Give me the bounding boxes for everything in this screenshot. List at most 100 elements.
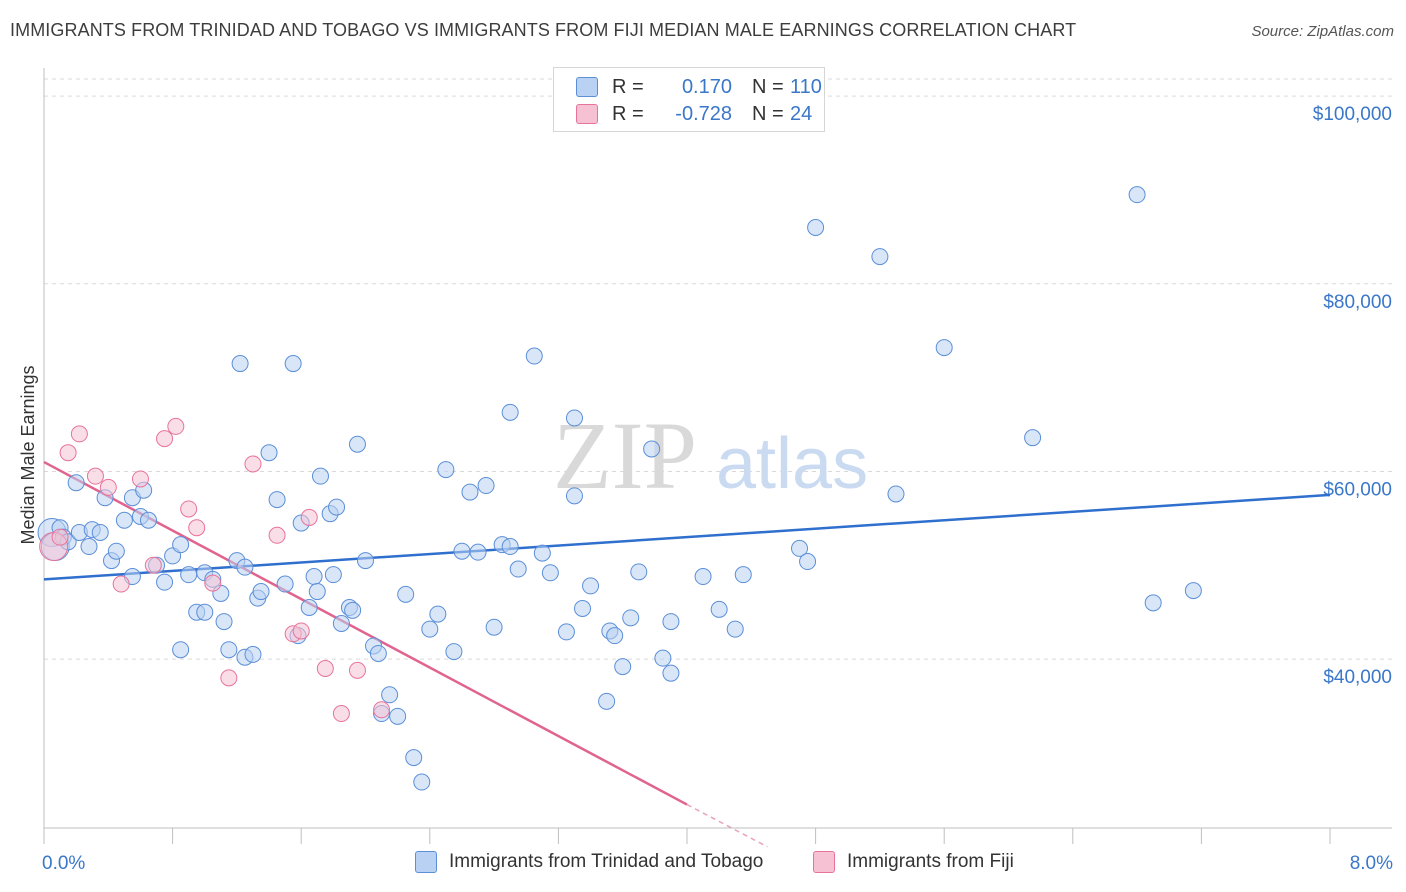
point-trinidad bbox=[236, 558, 254, 576]
legend-r-label: R = bbox=[612, 75, 644, 98]
point-trinidad bbox=[565, 409, 583, 427]
point-trinidad bbox=[525, 347, 543, 365]
point-trinidad bbox=[67, 474, 85, 492]
point-trinidad bbox=[328, 498, 346, 516]
point-trinidad bbox=[389, 707, 407, 725]
point-fiji bbox=[51, 528, 69, 546]
point-trinidad bbox=[80, 538, 98, 556]
y-tick-label: $60,000 bbox=[1323, 479, 1392, 500]
point-trinidad bbox=[300, 599, 318, 617]
point-trinidad bbox=[348, 435, 366, 453]
point-trinidad bbox=[791, 539, 809, 557]
point-trinidad bbox=[662, 664, 680, 682]
point-trinidad bbox=[799, 553, 817, 571]
point-trinidad bbox=[139, 511, 157, 529]
y-tick-label: $80,000 bbox=[1323, 292, 1392, 313]
y-tick-label: $100,000 bbox=[1313, 104, 1392, 125]
point-fiji bbox=[156, 430, 174, 448]
point-fiji bbox=[131, 470, 149, 488]
point-trinidad bbox=[244, 645, 262, 663]
y-axis-label: Median Male Earnings bbox=[18, 365, 38, 544]
point-trinidad bbox=[807, 219, 825, 237]
point-trinidad bbox=[107, 542, 125, 560]
legend-n-value: 24 bbox=[790, 102, 813, 125]
legend-swatch-trinidad bbox=[576, 77, 598, 97]
point-trinidad bbox=[381, 686, 399, 704]
x-ticks bbox=[43, 828, 1331, 844]
series-swatch-fiji bbox=[813, 851, 835, 873]
trend-line-fiji-extension bbox=[686, 803, 768, 848]
point-fiji bbox=[332, 705, 350, 723]
point-trinidad bbox=[421, 620, 439, 638]
chart-title: IMMIGRANTS FROM TRINIDAD AND TOBAGO VS I… bbox=[10, 20, 1077, 40]
point-trinidad bbox=[180, 566, 198, 584]
point-fiji bbox=[112, 575, 130, 593]
series-legend: Immigrants from Trinidad and Tobago Immi… bbox=[0, 851, 1406, 877]
point-trinidad bbox=[369, 644, 387, 662]
point-trinidad bbox=[1128, 186, 1146, 204]
point-trinidad bbox=[1144, 594, 1162, 612]
point-trinidad bbox=[357, 552, 374, 570]
point-trinidad bbox=[172, 536, 190, 554]
series-label-trinidad: Immigrants from Trinidad and Tobago bbox=[449, 851, 764, 872]
point-fiji bbox=[373, 701, 391, 719]
legend-row-trinidad: R = 0.170 N = 110 bbox=[576, 74, 822, 100]
legend-n-value: 110 bbox=[790, 75, 822, 98]
point-trinidad bbox=[501, 538, 519, 556]
legend-swatch-fiji bbox=[576, 104, 598, 124]
point-trinidad bbox=[501, 403, 519, 421]
point-trinidad bbox=[220, 641, 238, 659]
point-fiji bbox=[292, 622, 310, 640]
point-trinidad bbox=[453, 542, 471, 560]
watermark-atlas: atlas bbox=[716, 424, 868, 504]
point-fiji bbox=[204, 574, 222, 592]
point-trinidad bbox=[156, 573, 174, 591]
point-trinidad bbox=[557, 623, 575, 641]
point-trinidad bbox=[485, 618, 503, 636]
point-trinidad bbox=[643, 440, 661, 458]
point-trinidad bbox=[308, 583, 326, 601]
point-trinidad bbox=[1184, 582, 1202, 600]
point-trinidad bbox=[694, 568, 712, 586]
point-trinidad bbox=[172, 641, 190, 659]
point-trinidad bbox=[231, 355, 249, 373]
point-trinidad bbox=[1024, 429, 1042, 447]
point-trinidad bbox=[344, 601, 362, 619]
legend-row-fiji: R = -0.728 N = 24 bbox=[576, 101, 812, 127]
point-trinidad bbox=[397, 585, 415, 603]
point-trinidad bbox=[429, 605, 447, 623]
point-fiji bbox=[59, 444, 77, 462]
series-legend-fiji: Immigrants from Fiji bbox=[813, 851, 1014, 873]
point-trinidad bbox=[533, 544, 551, 562]
point-trinidad bbox=[461, 483, 479, 501]
legend-n-label: N = bbox=[752, 102, 784, 125]
point-trinidad bbox=[91, 523, 109, 541]
correlation-legend: R = 0.170 N = 110 R = -0.728 N = 24 bbox=[553, 67, 825, 132]
watermark: ZIP atlas bbox=[553, 402, 868, 509]
source-label: Source: ZipAtlas.com bbox=[1251, 23, 1394, 40]
series-legend-trinidad: Immigrants from Trinidad and Tobago bbox=[415, 851, 763, 873]
point-trinidad bbox=[606, 627, 624, 645]
point-trinidad bbox=[332, 614, 350, 632]
point-trinidad bbox=[726, 620, 744, 638]
point-trinidad bbox=[935, 339, 953, 357]
point-fiji bbox=[244, 455, 262, 473]
point-trinidad bbox=[565, 487, 583, 505]
legend-r-value: -0.728 bbox=[675, 102, 732, 125]
x-tick-label-max: 8.0% bbox=[1350, 853, 1393, 874]
y-tick-labels: $40,000 $60,000 $80,000 $100,000 bbox=[1313, 104, 1392, 688]
point-fiji bbox=[188, 519, 206, 537]
point-fiji bbox=[348, 661, 366, 679]
point-trinidad bbox=[445, 643, 463, 661]
point-trinidad bbox=[887, 485, 905, 503]
point-trinidad bbox=[311, 467, 329, 485]
legend-n-label: N = bbox=[752, 75, 784, 98]
axes bbox=[43, 68, 1392, 829]
point-fiji bbox=[99, 478, 117, 496]
point-fiji bbox=[167, 417, 185, 435]
point-trinidad bbox=[276, 575, 294, 593]
point-trinidad bbox=[324, 566, 342, 584]
scatter-points bbox=[37, 186, 1202, 791]
trend-line-trinidad bbox=[43, 493, 1331, 581]
